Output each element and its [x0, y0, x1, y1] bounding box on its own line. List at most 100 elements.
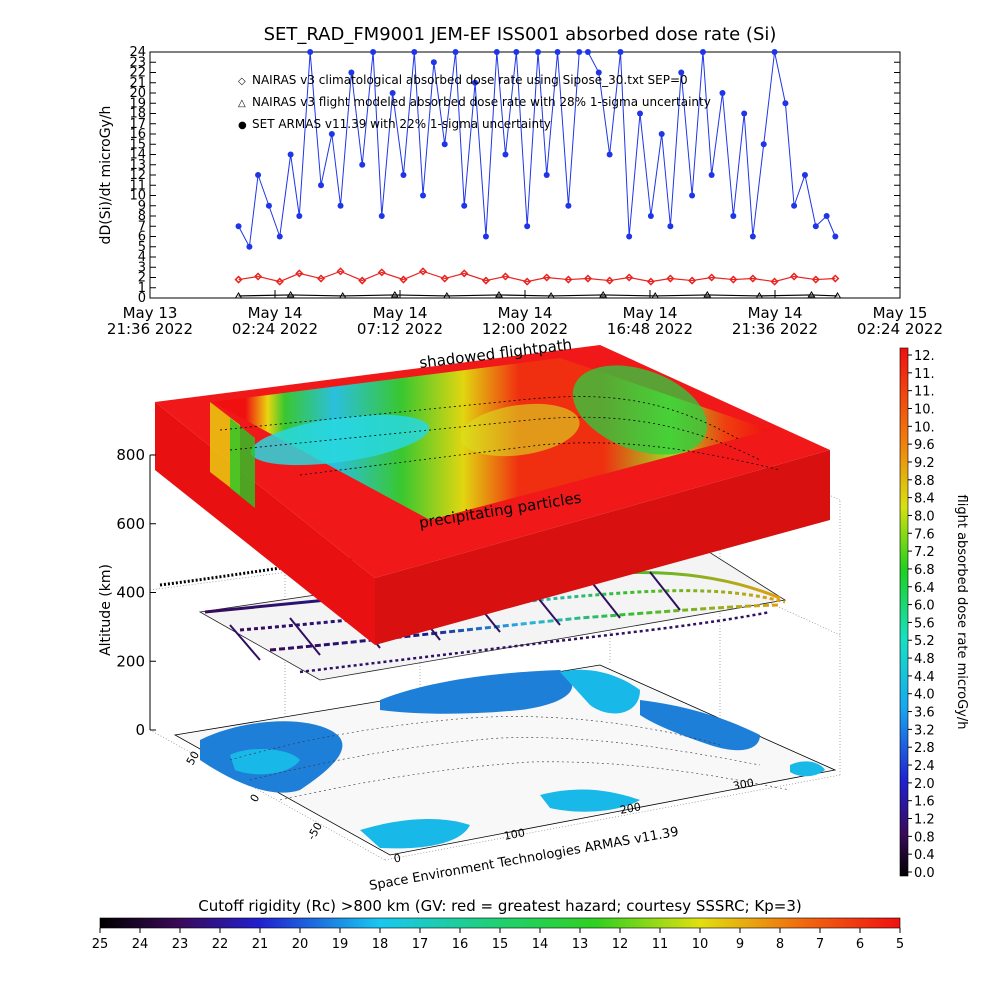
data-point-nairas-flight	[390, 290, 399, 298]
data-point-nairas-clim	[770, 277, 779, 286]
data-point-nairas-clim	[666, 274, 675, 283]
chart-title: SET_RAD_FM9001 JEM-EF ISS001 absorbed do…	[264, 24, 777, 45]
bottom-colorbar-tick-label: 18	[372, 937, 389, 952]
right-colorbar-tick-label: 11.	[914, 385, 935, 400]
data-point-nairas-clim	[748, 274, 757, 283]
y-tick-label: 11	[129, 178, 146, 193]
longitude-tick-label: 200	[619, 800, 642, 816]
top-data-series	[234, 49, 842, 299]
bottom-colorbar-tick-label: 11	[652, 937, 669, 952]
data-point-armas	[791, 202, 798, 209]
bottom-colorbar-tick-label: 22	[212, 937, 229, 952]
data-point-armas	[782, 100, 789, 107]
data-point-armas	[535, 49, 542, 55]
data-point-armas	[689, 192, 696, 199]
data-point-armas	[626, 233, 633, 240]
y-tick-label: 2	[138, 271, 146, 286]
right-colorbar-tick-label: 10.	[914, 420, 935, 435]
series-line-1	[238, 294, 838, 297]
latitude-tick-label: 0	[248, 792, 263, 805]
right-colorbar-tick-label: 4.4	[914, 670, 935, 685]
data-point-armas	[584, 49, 591, 55]
right-colorbar-tick-label: 6.0	[914, 599, 935, 614]
globe-panel: shadowed flightpath precipitating partic…	[98, 335, 841, 894]
data-point-armas	[461, 202, 468, 209]
legend-symbol-circle: ●	[238, 120, 247, 131]
bottom-colorbar-tick-label: 14	[532, 937, 549, 952]
y-tick-label: 3	[138, 260, 146, 275]
data-point-armas	[493, 49, 500, 55]
altitude-tick-label: 0	[135, 721, 145, 739]
y-tick-label: 16	[129, 127, 146, 142]
data-point-armas	[513, 49, 520, 55]
data-point-nairas-clim	[646, 277, 655, 286]
bottom-colorbar-tick-label: 12	[612, 937, 629, 952]
bottom-colorbar-tick-label: 25	[92, 937, 109, 952]
y-tick-label: 0	[138, 291, 146, 306]
data-point-armas	[667, 223, 674, 230]
data-point-armas	[287, 151, 294, 158]
y-tick-label: 22	[129, 66, 146, 81]
x-tick-time: 21:36 2022	[107, 320, 193, 338]
data-point-nairas-clim	[254, 272, 263, 281]
top-plot: 0123456789101112131415161718192021222324…	[98, 45, 943, 338]
data-point-nairas-clim	[790, 272, 799, 281]
data-point-armas	[637, 110, 644, 117]
data-point-nairas-clim	[564, 275, 573, 284]
data-point-nairas-flight	[651, 291, 660, 299]
data-point-armas	[678, 69, 685, 76]
right-colorbar-tick-label: 0.4	[914, 848, 935, 863]
right-colorbar-tick-label: 12.	[914, 349, 935, 364]
y-tick-label: 5	[138, 240, 146, 255]
data-point-armas	[823, 213, 830, 219]
data-point-nairas-clim	[688, 276, 697, 285]
data-point-nairas-flight	[286, 290, 295, 298]
data-point-nairas-clim	[583, 274, 592, 283]
x-tick-time: 21:36 2022	[732, 320, 818, 338]
data-point-nairas-clim	[460, 269, 469, 278]
data-point-armas	[801, 172, 808, 178]
legend-symbol-diamond: ◇	[238, 76, 246, 87]
top-y-axis-label: dD(Si)/dt microGy/h	[98, 106, 114, 245]
data-point-armas	[749, 233, 756, 240]
data-point-nairas-clim	[234, 275, 243, 284]
data-point-nairas-flight	[807, 290, 816, 298]
data-point-armas	[699, 49, 706, 55]
y-tick-label: 18	[129, 107, 146, 122]
legend-label-nairas-climatological: NAIRAS v3 climatological absorbed dose r…	[252, 73, 688, 87]
data-point-armas	[307, 49, 314, 55]
data-point-nairas-flight	[547, 291, 555, 299]
legend-label-set-armas: SET ARMAS v11.39 with 22% 1-sigma uncert…	[252, 117, 551, 131]
data-point-nairas-clim	[707, 273, 716, 282]
bottom-colorbar-tick-label: 8	[776, 937, 784, 952]
y-tick-label: 14	[129, 148, 146, 163]
right-colorbar-tick-label: 3.6	[914, 706, 935, 721]
data-point-nairas-clim	[542, 273, 551, 282]
bottom-colorbar-tick-label: 21	[252, 937, 269, 952]
data-point-nairas-clim	[336, 267, 345, 276]
right-colorbar-tick-label: 5.6	[914, 616, 935, 631]
longitude-axis-ticks: 0 100 200 300	[393, 776, 755, 865]
right-colorbar-tick-label: 8.0	[914, 509, 935, 524]
right-colorbar-tick-label: 8.4	[914, 492, 935, 507]
altitude-tick-label: 600	[116, 515, 145, 533]
x-tick-date: May 14	[498, 304, 553, 322]
data-point-nairas-clim	[729, 275, 738, 284]
data-point-armas	[760, 141, 767, 148]
data-point-armas	[472, 79, 479, 86]
data-point-nairas-clim	[399, 275, 408, 284]
y-tick-label: 15	[129, 137, 146, 152]
y-tick-label: 24	[129, 45, 146, 60]
bottom-colorbar-tick-label: 9	[736, 937, 744, 952]
data-point-nairas-clim	[316, 274, 326, 283]
x-tick-date: May 13	[123, 304, 178, 322]
x-tick-date: May 14	[623, 304, 678, 322]
y-tick-label: 12	[129, 168, 146, 183]
data-point-armas	[719, 90, 726, 96]
y-tick-label: 1	[138, 281, 146, 296]
data-point-armas	[359, 161, 366, 168]
right-colorbar-tick-label: 0.8	[914, 830, 935, 845]
data-point-armas	[337, 202, 344, 209]
